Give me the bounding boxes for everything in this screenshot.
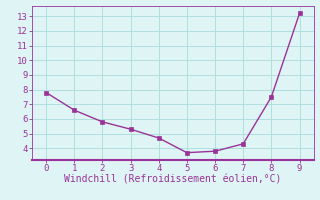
X-axis label: Windchill (Refroidissement éolien,°C): Windchill (Refroidissement éolien,°C) <box>64 175 282 185</box>
